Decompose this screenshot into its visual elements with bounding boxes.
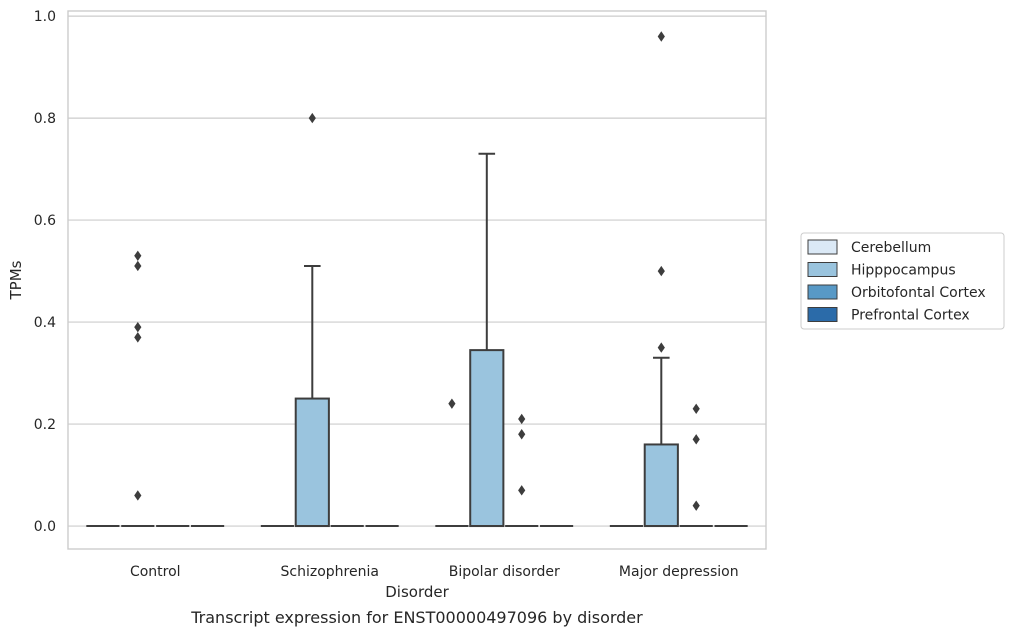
y-axis-label: TPMs [7, 260, 25, 300]
outlier-point [518, 429, 526, 440]
x-tick-label: Major depression [619, 564, 739, 580]
legend: Cerebellum Hipppocampus Orbitofontal Corte… [800, 232, 1005, 330]
legend-swatch [807, 262, 838, 277]
x-axis-label: Disorder [385, 583, 449, 601]
box [643, 443, 679, 528]
x-tick-label: Bipolar disorder [449, 564, 560, 580]
y-tick-label: 0.6 [34, 213, 56, 229]
outlier-point [134, 250, 142, 261]
box [294, 397, 330, 528]
legend-swatch [807, 239, 838, 255]
y-tick-label: 0.4 [34, 315, 56, 331]
chart-caption: Transcript expression for ENST0000049709… [190, 608, 643, 627]
outlier-point [518, 413, 526, 425]
y-tick-label: 0.8 [34, 111, 56, 127]
outlier-point [692, 500, 700, 511]
legend-label: Cerebellum [851, 240, 931, 256]
y-tick-label: 0.0 [34, 519, 56, 535]
outlier-point [692, 434, 700, 445]
boxes-layer [86, 152, 748, 528]
box [469, 349, 505, 528]
plot-area-frame [67, 10, 767, 550]
legend-swatch [807, 307, 838, 322]
y-axis-ticks: 0.0 0.2 0.4 0.6 0.8 1.0 [34, 9, 56, 535]
y-tick-label: 0.2 [34, 417, 56, 433]
outliers-layer [134, 31, 700, 511]
x-tick-label: Schizophrenia [281, 564, 379, 580]
legend-frame [800, 232, 1005, 330]
outlier-point [657, 31, 665, 42]
outlier-point [134, 321, 142, 333]
legend-label: Prefrontal Cortex [851, 308, 970, 324]
outlier-point [134, 332, 142, 343]
outlier-point [692, 403, 700, 414]
outlier-point [134, 490, 142, 501]
legend-items: Cerebellum Hipppocampus Orbitofontal Corte… [807, 239, 986, 324]
outlier-point [657, 342, 665, 353]
outlier-point [134, 260, 142, 272]
y-tick-label: 1.0 [34, 9, 56, 25]
outlier-point [308, 112, 316, 124]
outlier-point [657, 265, 665, 277]
legend-swatch [807, 284, 838, 300]
x-tick-label: Control [130, 564, 181, 580]
outlier-point [448, 398, 456, 409]
outlier-point [518, 485, 526, 496]
x-axis-ticks: Control Schizophrenia Bipolar disorder Majo… [130, 564, 739, 580]
legend-label: Hipppocampus [851, 263, 956, 279]
legend-label: Orbitofontal Cortex [851, 285, 986, 301]
